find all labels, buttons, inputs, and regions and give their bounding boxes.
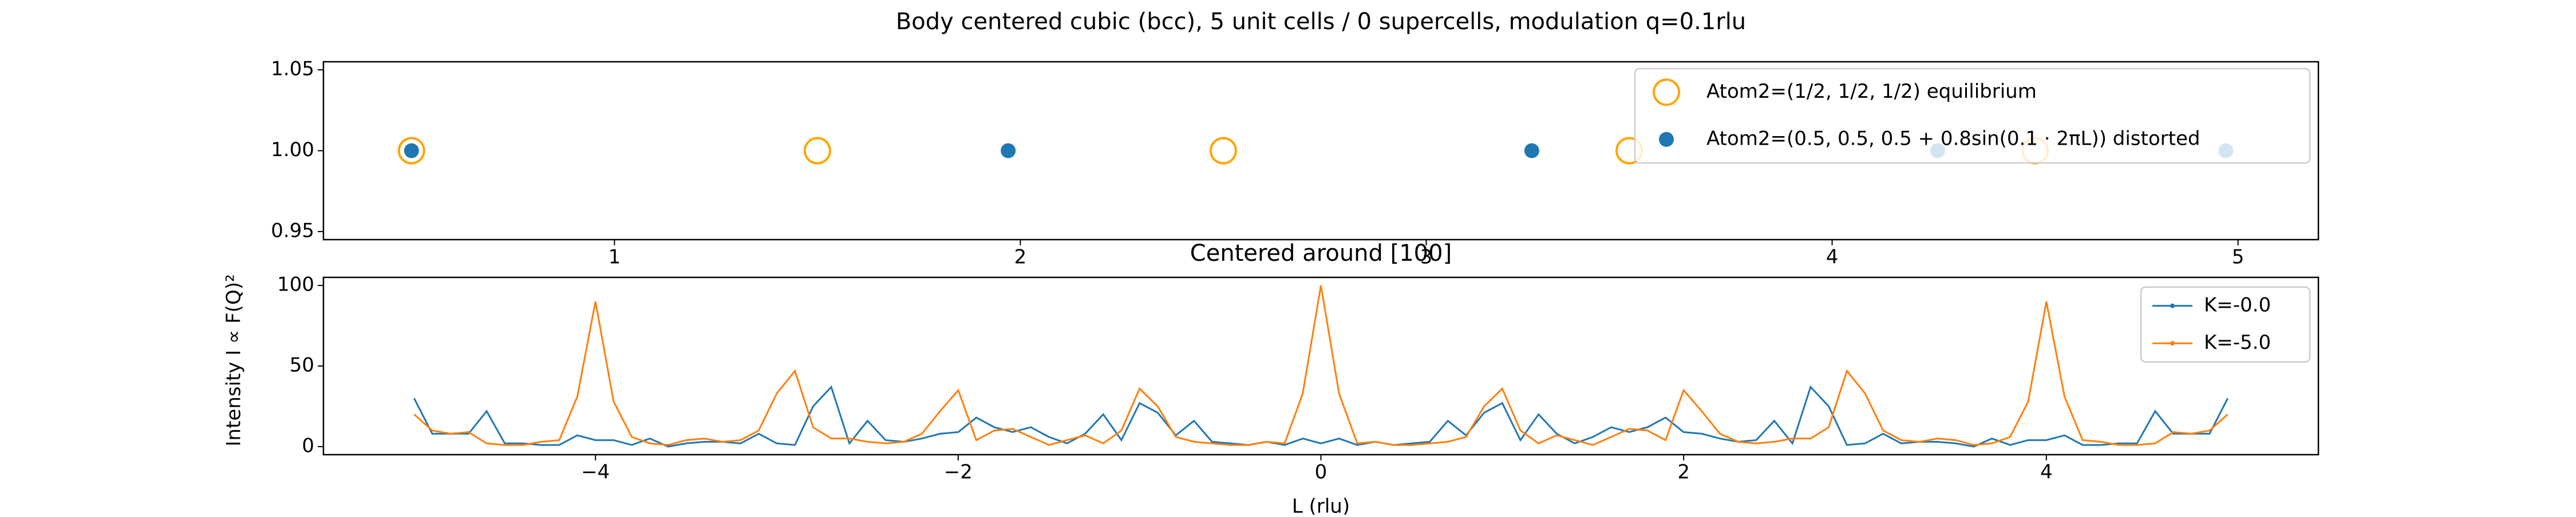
chart-title: Centered around [100] [1190, 240, 1452, 267]
legend-label: Atom2=(0.5, 0.5, 0.5 + 0.8sin(0.1 · 2πL)… [1706, 127, 2200, 150]
axes-frame [322, 276, 2320, 456]
x-tick-label: 0 [1315, 461, 1327, 484]
legend-marker [2170, 341, 2175, 346]
filled-marker [1001, 143, 1016, 158]
x-tick-label: 4 [1826, 246, 1839, 269]
legend-label: K=-0.0 [2204, 293, 2271, 316]
series-line [413, 285, 2229, 446]
x-tick-label: 2 [1014, 246, 1027, 269]
y-tick-label: 0.95 [271, 219, 314, 242]
y-axis-label: Intensity I ∝ F(Q)² [223, 274, 246, 446]
y-tick-label: 1.05 [271, 58, 314, 81]
y-tick-label: 1.00 [271, 138, 314, 161]
legend-box [1634, 67, 2311, 164]
x-tick-label: 1 [609, 246, 621, 269]
legend-marker [1659, 132, 1674, 147]
x-tick-label: 5 [2232, 246, 2245, 269]
axes-frame [322, 61, 2320, 241]
x-tick-label: −4 [581, 461, 610, 484]
x-tick-label: 4 [2040, 461, 2053, 484]
legend-label: K=-5.0 [2204, 331, 2271, 354]
open-marker [1209, 137, 1237, 165]
x-tick-label: 2 [1677, 461, 1690, 484]
filled-marker [404, 143, 419, 158]
legend-marker [1653, 78, 1680, 106]
legend-marker [2170, 303, 2175, 308]
series-line [413, 385, 2229, 448]
open-marker [397, 137, 425, 165]
x-axis-label: L (rlu) [1292, 495, 1350, 515]
chart-title: Body centered cubic (bcc), 5 unit cells … [896, 9, 1746, 35]
filled-marker [1524, 143, 1539, 158]
y-tick-label: 0 [302, 434, 314, 457]
y-tick-label: 50 [290, 354, 314, 377]
y-tick-label: 100 [277, 273, 314, 296]
x-tick-label: 3 [1420, 246, 1433, 269]
open-marker [803, 137, 831, 165]
legend-label: Atom2=(1/2, 1/2, 1/2) equilibrium [1706, 80, 2037, 103]
x-tick-label: −2 [944, 461, 973, 484]
